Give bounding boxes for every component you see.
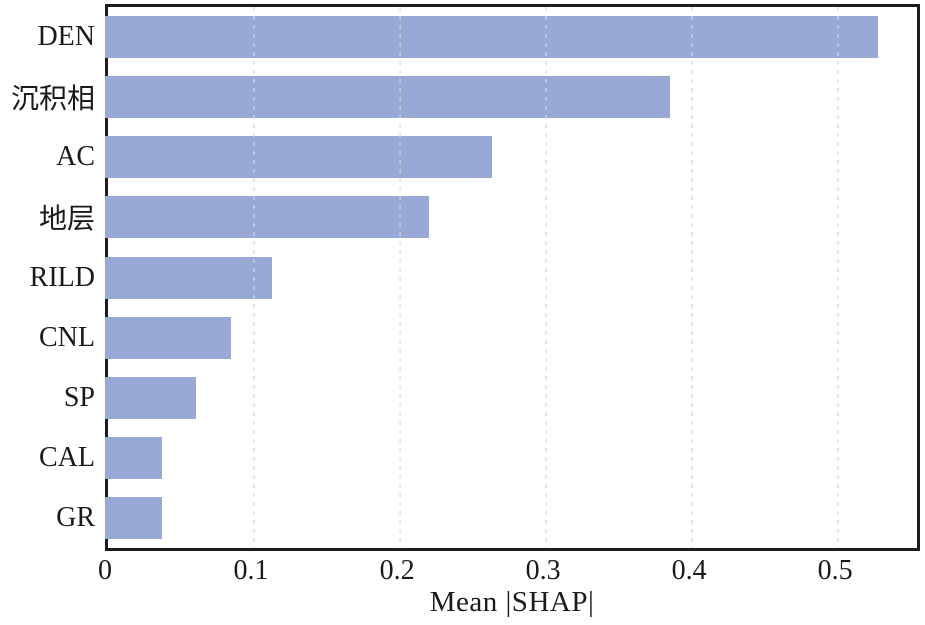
plot-inner [105,7,917,548]
x-tick-0.4: 0.4 [671,555,707,586]
y-label-CNL: CNL [39,321,95,353]
bar-DEN [105,16,878,59]
bar-GR [105,496,162,539]
x-tick-0.3: 0.3 [525,555,561,586]
y-label-CAL: CAL [39,441,95,473]
y-label-DEN: DEN [37,21,95,53]
x-tick-0.1: 0.1 [233,555,269,586]
x-axis-line [105,548,920,551]
plot-area [105,4,920,551]
x-axis-title: Mean |SHAP| [429,586,595,618]
y-label-沉积相: 沉积相 [10,84,95,116]
y-label-GR: GR [56,501,95,533]
x-tick-0.2: 0.2 [379,555,415,586]
bar-沉积相 [105,76,671,119]
gridlines [253,7,839,548]
x-tick-0: 0 [98,555,112,586]
y-label-AC: AC [56,141,95,173]
bar-CAL [105,436,162,479]
y-label-SP: SP [63,381,95,413]
bar-RILD [105,256,272,299]
frame-right-border [917,4,920,551]
y-label-地层: 地层 [38,204,95,236]
bar-SP [105,376,196,419]
bar-CNL [105,316,231,359]
bar-AC [105,136,493,179]
y-label-RILD: RILD [29,261,95,293]
x-tick-0.5: 0.5 [817,555,853,586]
bar-地层 [105,196,430,239]
